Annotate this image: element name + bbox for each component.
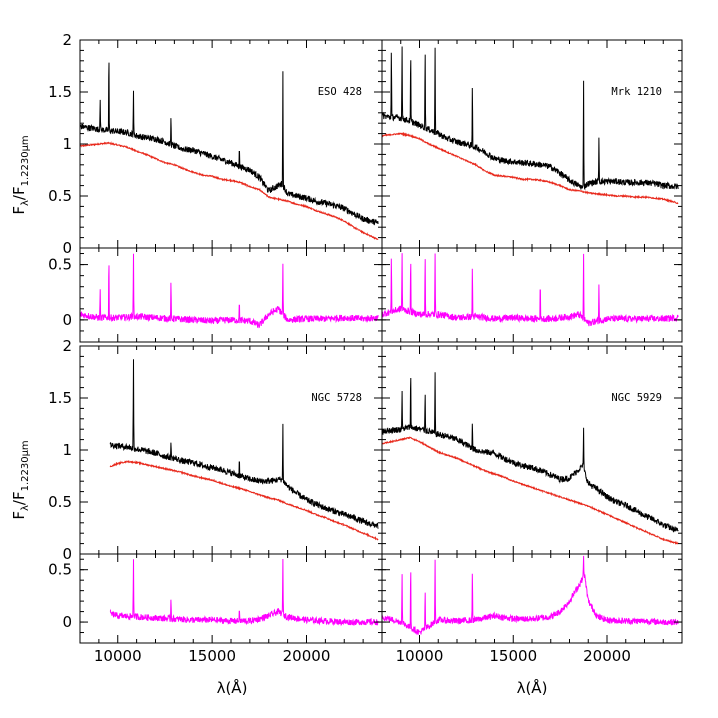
observed-spectrum-line (109, 359, 379, 529)
residual-series-group (382, 555, 679, 636)
panel-ngc-5929: 10000 15000 20000 NGC 5929 (381, 345, 683, 665)
residual-line (80, 253, 379, 329)
residual-series-group (109, 558, 379, 627)
galaxy-name-label: Mrk 1210 (611, 86, 662, 98)
observed-spectrum-line (382, 372, 679, 533)
residual-ytick-label: 0 (62, 311, 72, 329)
main-ytick-label: 1.5 (48, 389, 72, 407)
x-axis-title-right: λ(Å) (517, 678, 548, 697)
y-axis-title-top: Fλ/F1.2230μm (10, 135, 31, 214)
residual-ytick-label: 0 (62, 613, 72, 631)
model-spectrum-line (109, 460, 379, 541)
y-title-sub1-top: λ (20, 200, 31, 206)
residual-xtick-label: 10000 (94, 647, 142, 665)
main-ytick-label: 1.5 (48, 83, 72, 101)
model-spectrum-line (382, 131, 679, 205)
residual-ytick-label: 0.5 (48, 256, 72, 274)
model-spectrum-line (80, 141, 379, 241)
residual-line (382, 253, 679, 327)
galaxy-name-label: NGC 5728 (311, 392, 362, 404)
main-series-group (382, 372, 679, 545)
y-title-base-bottom: F (10, 511, 28, 520)
y-title-sub2-bottom: 1.2230μm (20, 440, 31, 491)
main-ytick-label: 1 (62, 135, 72, 153)
main-ytick-label: 0 (62, 239, 72, 257)
main-frame (79, 39, 383, 249)
observed-spectrum-line (382, 46, 679, 191)
observed-spectrum-line (80, 62, 379, 226)
main-ytick-label: 0 (62, 545, 72, 563)
residual-frame (79, 247, 383, 343)
main-ytick-label: 2 (62, 337, 72, 355)
y-title-base-top: F (10, 206, 28, 215)
residual-frame (381, 247, 683, 343)
x-axis-title-left: λ(Å) (217, 678, 248, 697)
galaxy-name-label: NGC 5929 (611, 392, 662, 404)
y-title-slash-top: /F (10, 186, 28, 200)
text-layer: Fλ/F1.2230μm Fλ/F1.2230μm λ(Å) λ(Å) (10, 135, 547, 697)
residual-series-group (382, 253, 679, 327)
model-spectrum-line (382, 436, 679, 545)
y-title-sub2-top: 1.2230μm (20, 135, 31, 186)
residual-line (382, 555, 679, 636)
main-ytick-label: 0.5 (48, 187, 72, 205)
main-frame (381, 345, 683, 555)
panel-mrk-1210: Mrk 1210 (381, 39, 683, 343)
residual-line (109, 558, 379, 627)
residual-xtick-label: 15000 (489, 647, 537, 665)
main-ytick-label: 1 (62, 441, 72, 459)
residual-xtick-label: 10000 (396, 647, 444, 665)
main-series-group (382, 46, 679, 205)
residual-ytick-label: 0.5 (48, 561, 72, 579)
residual-frame (381, 553, 683, 644)
y-title-slash-bottom: /F (10, 491, 28, 505)
y-axis-title-bottom: Fλ/F1.2230μm (10, 440, 31, 519)
y-title-sub1-bottom: λ (20, 505, 31, 511)
residual-xtick-label: 20000 (283, 647, 331, 665)
residual-series-group (80, 253, 379, 329)
galaxy-name-label: ESO 428 (318, 86, 362, 98)
residual-xtick-label: 15000 (188, 647, 236, 665)
main-series-group (109, 359, 379, 541)
main-ytick-label: 2 (62, 31, 72, 49)
main-series-group (80, 62, 379, 241)
residual-xtick-label: 20000 (583, 647, 631, 665)
main-ytick-label: 0.5 (48, 493, 72, 511)
residual-frame (79, 553, 383, 644)
